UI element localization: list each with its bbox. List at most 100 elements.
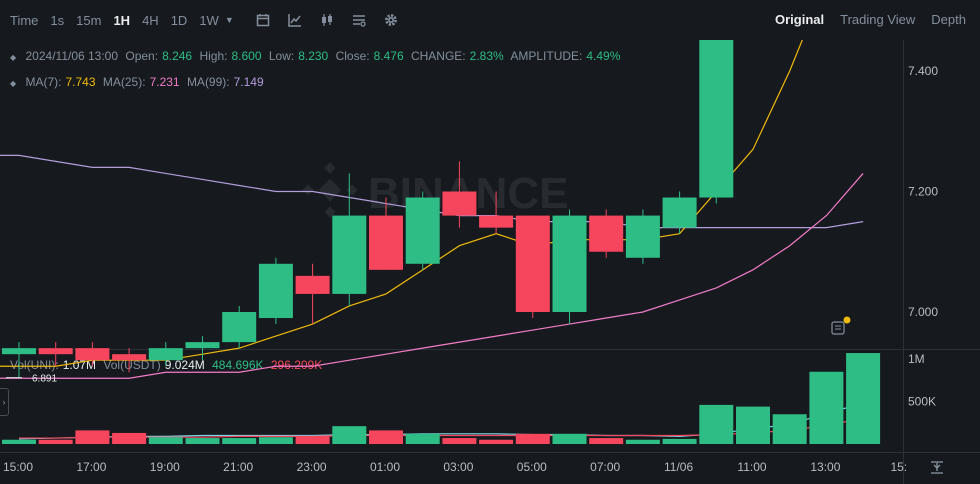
candle-body [405,197,440,264]
time-tick-label: 05:00 [517,460,547,474]
candle-body [552,215,587,312]
volume-bar [625,439,660,444]
candle-body [258,263,293,319]
candle-body [38,348,73,355]
ohlc-legend: ◆ 2024/11/06 13:00 Open: 8.246 High: 8.600… [10,49,624,63]
interval-1s[interactable]: 1s [50,12,65,28]
time-tick-label: 19:00 [150,460,180,474]
volume-bar [222,438,257,444]
candle-body [332,215,367,294]
low-marker-label: 6.891 [32,374,57,385]
interval-1d[interactable]: 1D [170,12,188,28]
volume-bar [185,438,220,444]
time-tick-label: 11:00 [737,460,766,474]
open-label: Open: [125,49,159,63]
scale-toggle-icon[interactable] [931,461,943,474]
interval-1w[interactable]: 1W [199,12,219,28]
candle-body [112,354,147,361]
candle-body [515,215,550,312]
time-tick-label: 07:00 [590,460,620,474]
volume-bar [75,430,110,444]
close-value: 8.476 [373,49,404,63]
ma-legend: ◆ MA(7): 7.743 MA(25): 7.231 MA(99): 7.149 [10,75,268,89]
volume-bar [699,404,734,444]
volume-legend: Vol(UNI): 1.07M Vol(USDT) 9.024M 484.696K … [10,358,326,372]
interval-selector: Time 1s 15m 1H 4H 1D 1W ▼ [10,13,250,28]
ma7-label: MA(7): [25,75,62,89]
candle-body [75,348,110,361]
low-value: 8.230 [298,49,329,63]
tab-depth[interactable]: Depth [931,12,966,27]
tab-trading-view[interactable]: Trading View [840,12,916,27]
tab-original[interactable]: Original [775,12,825,27]
candle-body [222,312,257,343]
alert-icon[interactable] [831,316,851,335]
volume-bar [662,438,697,444]
volume-bar [112,432,147,444]
volume-bar [515,433,550,444]
collapse-ma-icon[interactable]: ◆ [10,79,17,88]
volume-bar [258,437,293,444]
volume-bar [405,433,440,444]
display-settings-icon[interactable] [352,13,366,27]
candle-body [699,40,734,198]
time-chart-button[interactable]: Time [10,12,39,28]
open-value: 8.246 [162,49,193,63]
volume-tick-label: 500K [908,395,936,409]
time-tick-label: 21:00 [223,460,253,474]
interval-1h[interactable]: 1H [113,12,131,28]
candle-body [295,275,330,294]
interval-4h[interactable]: 4H [142,12,159,28]
time-tick-label: 03:00 [443,460,473,474]
time-tick-label: 15: [890,460,907,474]
time-tick-label: 01:00 [370,460,400,474]
candle-body [185,342,220,349]
vol-usdt-value: 9.024M [164,358,205,372]
price-chart[interactable]: BINANCE 8.6008.4008.2008.0007.8007.6007.… [0,40,980,484]
volume-bar [809,371,844,444]
candle-body [442,191,477,216]
volume-bar [552,433,587,444]
calendar-icon[interactable] [256,13,270,27]
volume-bar [442,438,477,444]
candle-type-icon[interactable] [320,13,334,27]
low-label: Low: [268,49,295,63]
ma25-line [0,173,864,379]
amplitude-label: AMPLITUDE: [510,49,583,63]
interval-15m[interactable]: 15m [76,12,102,28]
ma25-value: 7.231 [149,75,180,89]
price-tick-label: 7.400 [908,64,938,78]
ma99-value: 7.149 [233,75,264,89]
candle-body [148,348,183,361]
time-tick-label: 17:00 [76,460,106,474]
volume-bar [38,439,73,444]
volume-bar [772,414,807,444]
volume-bar [479,439,514,444]
candle-body [2,348,36,355]
volume-axis: 1M 500K [908,352,936,409]
vol-ma10-value: 296.209K [270,358,323,372]
high-label: High: [199,49,228,63]
volume-bars [2,353,881,444]
close-label: Close: [335,49,370,63]
expand-sidebar-button[interactable]: › [0,388,9,416]
price-markers: 8.6006.8918.476 [6,374,57,385]
price-tick-label: 7.000 [908,305,938,319]
high-value: 8.600 [231,49,262,63]
vol-ma5-value: 484.696K [212,358,264,372]
amplitude-value: 4.49% [586,49,621,63]
time-tick-label: 13:00 [810,460,840,474]
time-tick-label: 23:00 [297,460,327,474]
ma99-label: MA(99): [186,75,230,89]
time-tick-label: 11/06 [664,460,693,474]
collapse-ohlc-icon[interactable]: ◆ [10,53,17,62]
view-tabs: Original Trading View Depth [775,12,966,27]
ma25-label: MA(25): [102,75,146,89]
candle-body [589,215,624,252]
gear-icon[interactable] [384,13,398,27]
indicators-icon[interactable] [287,13,302,27]
time-tick-label: 15:00 [3,460,33,474]
interval-dropdown-icon[interactable]: ▼ [224,15,234,25]
volume-bar [148,437,183,444]
candle-body [479,215,514,228]
